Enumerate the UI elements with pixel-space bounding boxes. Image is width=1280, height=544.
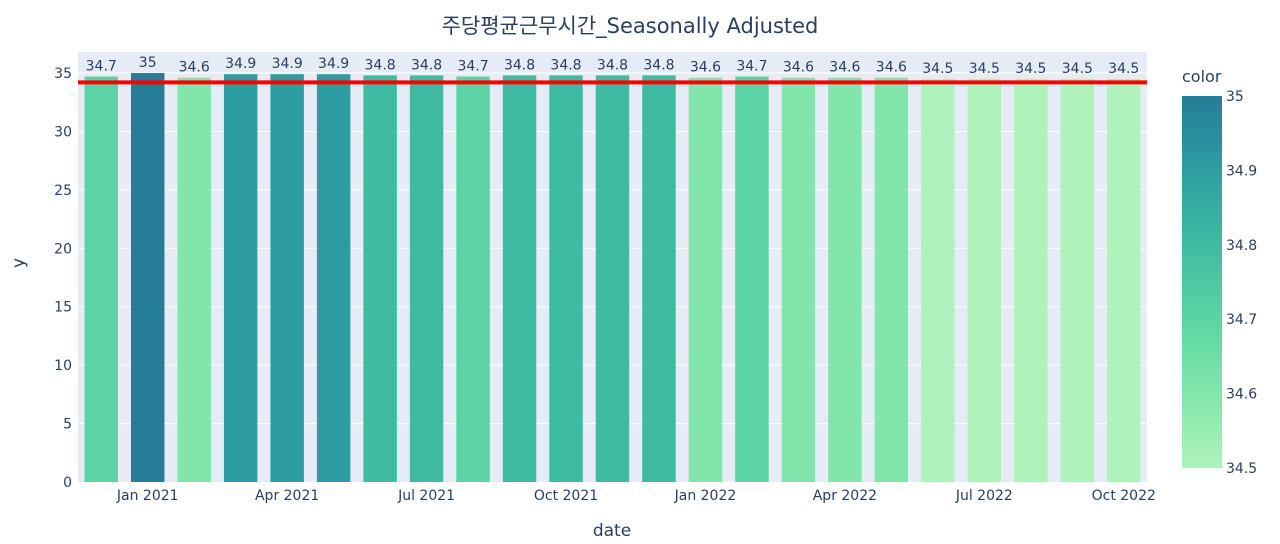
- x-tick-label: Apr 2021: [255, 488, 319, 504]
- bar: [1014, 78, 1048, 482]
- colorbar-gradient: [1182, 96, 1222, 468]
- colorbar-tick-label: 34.5: [1226, 461, 1257, 477]
- x-tick-label: Jan 2022: [674, 488, 737, 504]
- bar: [363, 75, 397, 482]
- bar-data-label: 34.6: [783, 60, 814, 76]
- x-tick-label: Jul 2022: [955, 488, 1013, 504]
- bar: [1107, 78, 1141, 482]
- bar-data-label: 34.5: [1108, 61, 1139, 77]
- bar: [874, 77, 909, 483]
- bar-data-label: 34.7: [736, 59, 767, 75]
- bar-data-label: 34.6: [179, 60, 210, 76]
- data-labels: 34.7 35 34.6 34.9 34.9 34.9 34.8 34.8 34.7 34.8 34…: [86, 55, 1140, 77]
- y-axis-title: y: [9, 258, 29, 268]
- colorbar-tick-label: 34.7: [1226, 312, 1257, 328]
- x-tick-label: Oct 2022: [1092, 488, 1156, 504]
- bar: [921, 78, 955, 482]
- bar-data-label: 34.6: [876, 60, 907, 76]
- y-tick-label: 30: [54, 124, 72, 140]
- bar: [84, 76, 118, 483]
- y-tick-label: 20: [54, 241, 72, 257]
- bar: [456, 76, 490, 483]
- bar-data-label: 35: [139, 55, 157, 71]
- bar: [967, 78, 1002, 482]
- bar-data-label: 34.9: [225, 56, 256, 72]
- bar-data-label: 34.9: [272, 56, 303, 72]
- bar-data-label: 34.8: [597, 57, 628, 73]
- bar: [130, 73, 165, 483]
- y-tick-label: 5: [63, 417, 72, 433]
- bar-data-label: 34.8: [365, 57, 396, 73]
- bar: [735, 76, 769, 483]
- bar: [409, 75, 444, 482]
- y-axis-ticks: 0 5 10 15 20 25 30 35: [54, 66, 72, 491]
- x-tick-label: Jul 2021: [397, 488, 455, 504]
- y-tick-label: 35: [54, 66, 72, 82]
- bar-data-label: 34.5: [922, 61, 953, 77]
- bar: [270, 74, 304, 483]
- bar: [688, 77, 723, 483]
- bar-data-label: 34.5: [1062, 61, 1093, 77]
- y-tick-label: 0: [63, 475, 72, 491]
- colorbar-tick-label: 34.6: [1226, 387, 1257, 403]
- colorbar-tick-label: 34.9: [1226, 163, 1257, 179]
- bar-data-label: 34.8: [643, 57, 674, 73]
- bar: [549, 75, 583, 482]
- bar: [502, 75, 537, 482]
- bar-data-label: 34.6: [690, 60, 721, 76]
- colorbar-title: color: [1182, 67, 1222, 86]
- x-tick-label: Oct 2021: [534, 488, 598, 504]
- colorbar-ticks: 35 34.9 34.8 34.7 34.6 34.5: [1226, 89, 1257, 477]
- colorbar: color 35 34.9 34.8 34.7 34.6 34.5: [1182, 67, 1257, 477]
- y-tick-label: 10: [54, 358, 72, 374]
- bar-data-label: 34.7: [86, 59, 117, 75]
- bar: [642, 75, 676, 482]
- bar: [828, 77, 862, 483]
- colorbar-tick-label: 34.8: [1226, 238, 1257, 254]
- bar-data-label: 34.7: [457, 59, 488, 75]
- bar-data-label: 34.8: [550, 57, 581, 73]
- bar-data-label: 34.8: [504, 57, 535, 73]
- x-tick-label: Apr 2022: [813, 488, 877, 504]
- bar-data-label: 34.6: [829, 60, 860, 76]
- bars: [84, 73, 1141, 483]
- x-axis-ticks: Jan 2021 Apr 2021 Jul 2021 Oct 2021 Jan 2022…: [116, 488, 1156, 504]
- bar-data-label: 34.5: [1015, 61, 1046, 77]
- x-tick-label: Jan 2021: [116, 488, 179, 504]
- bar-data-label: 34.9: [318, 56, 349, 72]
- bar: [781, 77, 816, 483]
- y-tick-label: 15: [54, 300, 72, 316]
- y-tick-label: 25: [54, 183, 72, 199]
- bar: [1060, 78, 1095, 482]
- bar: [223, 74, 258, 483]
- bar-data-label: 34.5: [969, 61, 1000, 77]
- bar-data-label: 34.8: [411, 57, 442, 73]
- chart-title: 주당평균근무시간_Seasonally Adjusted: [442, 14, 819, 39]
- colorbar-tick-label: 35: [1226, 89, 1244, 105]
- bar: [595, 75, 630, 482]
- bar: [177, 77, 211, 483]
- x-axis-title: date: [593, 521, 631, 541]
- bar: [316, 74, 351, 483]
